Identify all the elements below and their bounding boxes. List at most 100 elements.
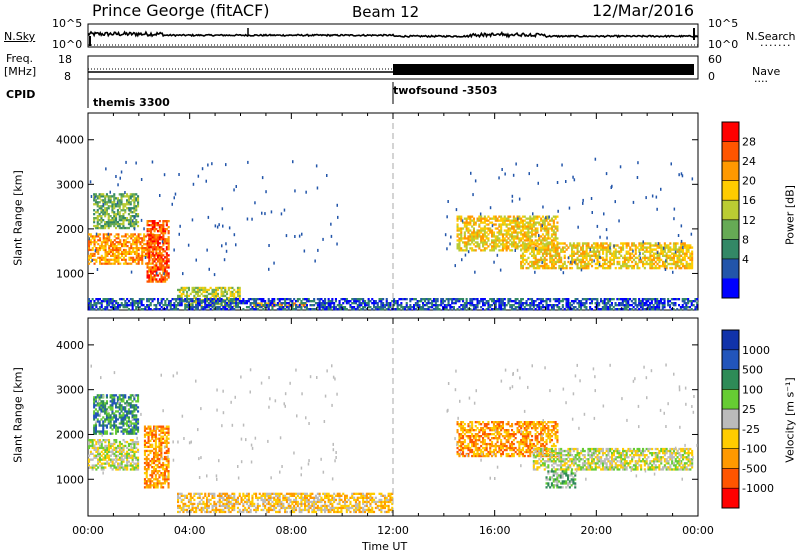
- velocity-panel-cell: [135, 450, 138, 453]
- power-panel-cell: [155, 270, 158, 273]
- power-panel-cell: [111, 250, 114, 254]
- power-panel-cell: [570, 308, 573, 311]
- power-panel-cell: [157, 238, 160, 241]
- power-panel-cell: [639, 300, 642, 303]
- power-panel-cell: [137, 215, 140, 218]
- power-panel-echo: [542, 205, 544, 209]
- power-panel-cell: [118, 207, 121, 210]
- power-panel-cell: [218, 298, 221, 301]
- power-panel-cell: [683, 256, 686, 260]
- power-panel-cell: [118, 199, 121, 202]
- power-panel-cell: [158, 262, 161, 265]
- power-panel-cell: [561, 262, 564, 266]
- power-panel-cell: [520, 260, 523, 264]
- power-panel-echo: [651, 194, 654, 198]
- power-panel-cell: [602, 250, 605, 253]
- power-panel-cell: [111, 248, 114, 252]
- power-panel-cell: [556, 258, 559, 262]
- power-panel-cell: [462, 249, 465, 252]
- power-panel-cell: [676, 298, 679, 301]
- velocity-panel-cell: [122, 430, 125, 433]
- velocity-panel-cell: [131, 416, 134, 419]
- power-panel-cell: [164, 270, 167, 273]
- power-panel-cell: [687, 302, 690, 305]
- power-panel-cell: [129, 217, 132, 220]
- power-panel-cell: [364, 304, 367, 307]
- power-panel-cell: [616, 298, 619, 301]
- power-panel-cell: [100, 302, 103, 305]
- power-panel-cell: [155, 252, 158, 255]
- power-panel-cell: [514, 245, 517, 248]
- power-panel-cell: [282, 302, 285, 305]
- power-panel-cell: [552, 248, 555, 251]
- power-panel-cell: [551, 246, 554, 249]
- power-panel-echo: [599, 255, 601, 259]
- power-panel-cell: [474, 241, 477, 244]
- power-panel-cell: [422, 308, 425, 311]
- power-panel-cell: [451, 298, 454, 301]
- power-panel-cell: [536, 229, 539, 232]
- power-panel-cell: [554, 233, 557, 236]
- power-panel-cell: [91, 252, 94, 255]
- power-panel-cell: [167, 248, 170, 251]
- power-panel-cell: [505, 241, 508, 244]
- power-panel-cell: [107, 224, 110, 228]
- power-panel-cell: [520, 300, 523, 303]
- power-panel-cell: [545, 233, 548, 236]
- power-panel-echo: [496, 253, 499, 257]
- power-panel-cell: [509, 300, 512, 303]
- power-panel-cell: [128, 250, 131, 254]
- power-panel-cell: [231, 308, 234, 311]
- power-panel-cell: [107, 195, 110, 198]
- power-panel-cell: [531, 225, 534, 228]
- velocity-panel-cell: [131, 410, 134, 413]
- power-panel-cell: [322, 304, 325, 307]
- power-panel-cell: [465, 304, 468, 307]
- power-panel-cell: [122, 195, 125, 198]
- velocity-panel-cell: [127, 444, 130, 448]
- power-panel-cell: [682, 244, 685, 247]
- power-panel-cell: [165, 252, 168, 255]
- power-panel-cell: [520, 225, 523, 228]
- power-panel-cell: [696, 306, 699, 309]
- power-panel-cell: [245, 306, 248, 309]
- power-panel-cell: [658, 306, 661, 309]
- power-panel-cell: [285, 302, 288, 305]
- power-panel-cell: [146, 304, 149, 307]
- power-panel-cell: [536, 306, 539, 309]
- power-panel-cell: [148, 266, 151, 269]
- power-panel-cell: [532, 264, 535, 268]
- power-panel-cell: [104, 243, 107, 246]
- power-panel-cell: [329, 308, 332, 311]
- power-panel-cell: [618, 298, 621, 301]
- velocity-panel-cell: [145, 461, 148, 465]
- power-panel-echo: [657, 242, 660, 246]
- power-panel-cell: [631, 260, 634, 264]
- power-panel-cell: [547, 235, 550, 238]
- power-panel-cell: [671, 252, 674, 255]
- power-panel-cell: [685, 246, 688, 249]
- power-panel-cell: [623, 254, 626, 257]
- velocity-panel-cell: [129, 442, 132, 446]
- power-panel-cell: [93, 302, 96, 305]
- power-panel-cell: [545, 258, 548, 262]
- velocity-panel-cell: [122, 466, 125, 469]
- power-panel-cell: [215, 306, 218, 309]
- power-panel-cell: [211, 298, 214, 301]
- power-panel-cell: [516, 215, 519, 218]
- power-panel-cell: [625, 304, 628, 307]
- velocity-panel-cell: [115, 460, 118, 463]
- power-panel-cell: [603, 260, 606, 264]
- power-panel-cell: [521, 266, 524, 270]
- power-panel-cell: [251, 308, 254, 311]
- power-panel-cell: [581, 246, 584, 249]
- power-panel-cell: [616, 250, 619, 253]
- power-panel-cell: [137, 201, 140, 204]
- power-panel-cell: [141, 241, 144, 244]
- power-panel-cell: [618, 262, 621, 266]
- power-panel-cell: [121, 250, 124, 254]
- power-panel-cell: [496, 217, 499, 220]
- velocity-panel-cell: [143, 439, 146, 442]
- power-panel-cell: [122, 219, 125, 222]
- power-panel-cell: [580, 258, 583, 262]
